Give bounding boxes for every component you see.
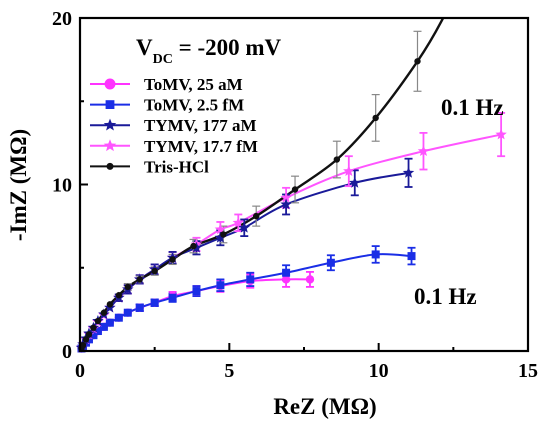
data-point — [372, 114, 379, 122]
data-point — [85, 331, 93, 338]
data-point — [89, 331, 98, 340]
data-point — [135, 303, 144, 312]
data-point — [326, 258, 335, 267]
x-tick-label: 10 — [369, 360, 389, 382]
data-point — [402, 166, 415, 178]
x-axis-title: ReZ (MΩ) — [273, 394, 376, 419]
data-point — [214, 223, 227, 235]
data-point — [190, 242, 197, 250]
x-tick-label: 15 — [518, 360, 538, 382]
data-point — [349, 176, 361, 188]
data-point — [136, 276, 143, 283]
data-point — [151, 267, 158, 275]
data-point — [214, 231, 227, 243]
data-point — [414, 58, 421, 65]
data-point — [282, 268, 291, 277]
y-tick-label: 0 — [62, 341, 72, 363]
data-point — [305, 275, 315, 284]
data-point — [417, 145, 430, 157]
legend-item: TYMV, 17.7 fM — [90, 137, 258, 156]
data-point — [216, 281, 225, 290]
data-point — [333, 156, 341, 163]
data-point — [169, 256, 176, 263]
data-point — [82, 336, 90, 343]
freq-label-lower: 0.1 Hz — [414, 284, 477, 309]
legend-marker — [105, 100, 115, 109]
data-point — [371, 250, 380, 259]
data-point — [105, 318, 114, 327]
y-tick-label: 10 — [52, 175, 72, 197]
data-point — [407, 252, 416, 261]
legend-marker — [104, 78, 116, 90]
data-point — [93, 327, 102, 336]
data-point — [90, 324, 97, 331]
data-point — [192, 287, 201, 296]
data-point — [114, 313, 123, 322]
data-point — [281, 275, 291, 284]
data-point — [253, 212, 260, 220]
data-point — [495, 128, 507, 140]
data-point — [291, 186, 299, 193]
data-point — [94, 317, 102, 325]
legend-item: Tris-HCl — [90, 157, 209, 176]
freq-label-upper: 0.1 Hz — [441, 95, 504, 120]
data-point — [100, 309, 108, 316]
data-point — [79, 341, 87, 349]
data-point — [106, 301, 114, 308]
data-point — [246, 275, 255, 284]
data-point — [124, 283, 131, 291]
legend-item: TYMV, 177 aM — [90, 116, 257, 135]
data-point — [232, 216, 244, 228]
data-point — [150, 298, 159, 307]
data-point — [168, 293, 177, 302]
legend-label: Tris-HCl — [144, 157, 209, 176]
x-tick-label: 0 — [75, 360, 85, 382]
data-point — [99, 322, 108, 331]
data-point — [238, 221, 250, 233]
legend-label: TYMV, 17.7 fM — [144, 137, 258, 156]
legend-item: ToMV, 25 aM — [90, 75, 243, 94]
vdc-subscript: DC — [153, 52, 173, 67]
legend-label: ToMV, 2.5 fM — [144, 96, 244, 115]
legend-marker — [106, 162, 114, 170]
x-tick-label: 5 — [224, 360, 234, 382]
legend-item: ToMV, 2.5 fM — [90, 96, 244, 115]
legend-marker — [103, 139, 117, 152]
series-line-1 — [80, 253, 412, 350]
legend-marker — [103, 118, 117, 131]
y-tick-label: 20 — [52, 8, 72, 30]
data-point — [280, 198, 292, 210]
data-point — [280, 191, 292, 203]
y-axis-title: -ImZ (MΩ) — [6, 129, 31, 241]
series-line-2 — [80, 171, 409, 349]
legend-label: TYMV, 177 aM — [144, 116, 257, 135]
legend-label: ToMV, 25 aM — [144, 75, 243, 94]
vdc-value: = -200 mV — [173, 35, 282, 60]
data-point — [343, 165, 355, 177]
data-point — [123, 308, 132, 317]
vdc-annotation: VDC = -200 mV — [136, 35, 282, 67]
data-point — [220, 231, 227, 238]
vdc-main: V — [136, 35, 153, 60]
data-point — [115, 292, 123, 299]
